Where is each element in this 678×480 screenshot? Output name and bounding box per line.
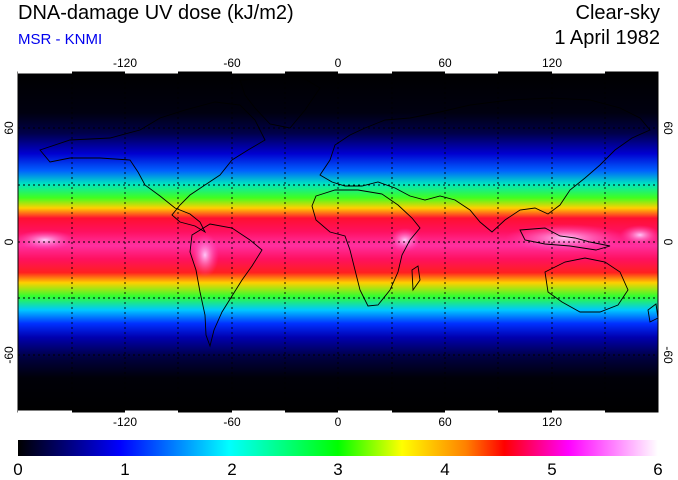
indonesia-coast [519, 227, 611, 251]
colorbar-label-6: 6 [653, 460, 662, 479]
colorbar-label-5: 5 [547, 460, 556, 479]
map-title: DNA-damage UV dose (kJ/m2) [18, 2, 294, 24]
lon-label-bottom-1: -120 [113, 415, 137, 429]
hotspot-pacific-west [18, 230, 75, 250]
lat-label-left-2: 0 [2, 238, 16, 245]
colorbar-label-2: 2 [227, 460, 236, 479]
africa-coast [311, 189, 421, 307]
colorbar-label-1: 1 [120, 460, 129, 479]
south-america-coast [189, 223, 263, 348]
lon-label-top-3: 0 [335, 56, 342, 70]
lon-label-top-5: 120 [542, 56, 562, 70]
sky-condition-label: Clear-sky [575, 2, 660, 24]
colorbar [18, 440, 658, 456]
europe-asia-coast [319, 97, 651, 233]
frame-ticks [18, 70, 605, 414]
lon-label-bottom-4: 60 [438, 415, 452, 429]
colorbar-label-0: 0 [13, 460, 22, 479]
lon-label-bottom-2: -60 [223, 415, 241, 429]
colorbar-label-3: 3 [333, 460, 342, 479]
hotspot-east-africa [389, 228, 421, 252]
graticule [18, 72, 658, 412]
lon-label-top-4: 60 [438, 56, 452, 70]
hotspot-pacific-east [620, 225, 658, 245]
lat-label-right-1: 60 [661, 121, 675, 135]
source-label: MSR - KNMI [18, 31, 103, 48]
colorbar-label-4: 4 [440, 460, 449, 479]
lon-label-bottom-5: 120 [542, 415, 562, 429]
lon-label-bottom-3: 0 [335, 415, 342, 429]
lon-label-top-2: -60 [223, 56, 241, 70]
lat-label-left-3: -60 [2, 346, 16, 364]
north-america-coast [39, 101, 266, 234]
madagascar-coast [411, 265, 421, 292]
lat-label-right-2: 0 [661, 239, 675, 246]
lon-label-top-1: -120 [113, 56, 137, 70]
hotspot-andes [191, 233, 219, 277]
australia-coast [544, 257, 629, 313]
date-label: 1 April 1982 [554, 27, 660, 49]
lat-label-right-3: -60 [661, 346, 675, 364]
lat-label-left-1: 60 [2, 121, 16, 135]
hotspot-indonesia [505, 224, 625, 252]
new-zealand-coast [647, 303, 658, 323]
